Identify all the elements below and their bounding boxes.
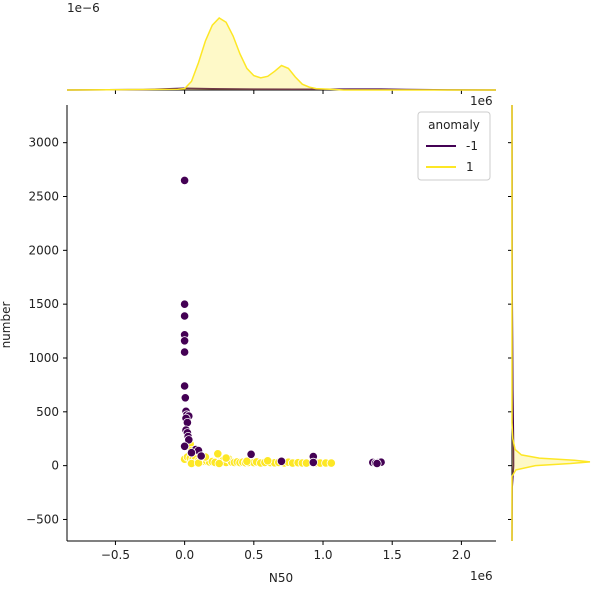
y-tick-label-4: 1500 xyxy=(28,297,59,311)
scatter-plot-area: −0.5 0.0 0.5 1.0 1.5 2.0 −500 0 500 1000 1500 2000… xyxy=(26,105,496,562)
y-axis-label: number xyxy=(0,302,13,349)
y-tick-label-7: 3000 xyxy=(28,136,59,150)
y-tick-label-3: 1000 xyxy=(28,351,59,365)
y-tick-label-6: 2500 xyxy=(28,190,59,204)
marginal-x-line-pos1 xyxy=(66,17,496,91)
scatter-point-neg1-30 xyxy=(372,458,382,469)
y-tick-label-2: 500 xyxy=(36,405,59,419)
legend-label-neg1: -1 xyxy=(466,139,478,153)
x-tick-label-5: 2.0 xyxy=(452,548,471,562)
scatter-point-pos1-18 xyxy=(213,449,223,459)
scatter-point-neg1-22 xyxy=(246,449,256,459)
y-tick-label-1: 0 xyxy=(51,459,59,473)
scatter-point-neg1-5 xyxy=(180,347,190,357)
marginal-x-scale-label: 1e−6 xyxy=(67,1,100,15)
x-tick-label-0: −0.5 xyxy=(101,548,130,562)
legend: anomaly -1 1 xyxy=(417,111,491,181)
scatter-point-neg1-17 xyxy=(180,441,190,451)
scatter-point-neg1-1 xyxy=(180,299,190,309)
x-tick-label-3: 1.0 xyxy=(313,548,332,562)
scatter-point-pos1-49 xyxy=(242,456,252,466)
x-tick-label-4: 1.5 xyxy=(383,548,402,562)
marginal-y-kde xyxy=(508,104,591,542)
x-axis-ticks: −0.5 0.0 0.5 1.0 1.5 2.0 xyxy=(101,541,471,562)
scatter-point-neg1-25 xyxy=(308,457,318,467)
scatter-point-neg1-7 xyxy=(180,393,190,403)
scatter-point-neg1-2 xyxy=(180,311,190,321)
scatter-point-neg1-6 xyxy=(180,381,190,391)
scatter-point-pos1-46 xyxy=(326,458,336,468)
legend-label-pos1: 1 xyxy=(466,160,474,174)
y-tick-label-5: 2000 xyxy=(28,243,59,257)
scatter-point-neg1-21 xyxy=(196,451,206,461)
scatter-point-neg1-12 xyxy=(182,417,192,428)
scatter-point-neg1-4 xyxy=(180,336,190,346)
marginal-x-fill-pos1 xyxy=(67,18,496,90)
scatter-point-pos1-48 xyxy=(221,453,231,463)
marginal-y-line-pos1 xyxy=(511,105,591,541)
x-scale-label: 1e6 xyxy=(470,569,493,583)
scatter-point-neg1-16 xyxy=(184,435,194,445)
legend-title: anomaly xyxy=(428,118,480,132)
marginal-y-fill-pos1 xyxy=(512,105,590,541)
y-tick-label-0: −500 xyxy=(26,512,59,526)
x-tick-label-2: 0.5 xyxy=(244,548,263,562)
scatter-point-neg1-0 xyxy=(180,175,190,185)
scatter-point-neg1-23 xyxy=(276,456,287,466)
scatter-point-neg1-20 xyxy=(186,448,197,458)
scatter-points xyxy=(180,175,386,469)
y-axis-ticks: −500 0 500 1000 1500 2000 2500 3000 xyxy=(26,136,67,526)
x-tick-label-1: 0.0 xyxy=(175,548,194,562)
scatter-point-pos1-50 xyxy=(263,456,273,466)
scatter-point-pos1-53 xyxy=(214,458,224,469)
x-offset-label-top: 1e6 xyxy=(470,94,493,108)
marginal-x-kde xyxy=(66,17,497,94)
x-axis-label: N50 xyxy=(269,571,293,585)
